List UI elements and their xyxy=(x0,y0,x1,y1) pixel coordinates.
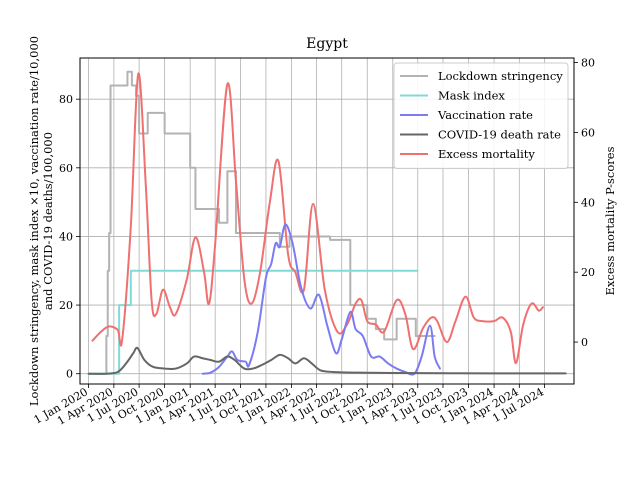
legend: Lockdown stringency Mask index Vaccination… xyxy=(393,62,569,169)
y-right-tick-label: 80 xyxy=(581,57,595,70)
y-axis-left: 0 20 40 60 80 xyxy=(59,93,80,381)
legend-label-lockdown-stringency: Lockdown stringency xyxy=(438,69,563,83)
chart-title: Egypt xyxy=(306,36,348,52)
y-axis-left-label-line2: and COVID-19 deaths/100,000 xyxy=(41,132,55,310)
legend-label-vaccination-rate: Vaccination rate xyxy=(437,108,533,122)
y-axis-right-label: Excess mortality P-scores xyxy=(603,146,617,295)
series-line-mask-index xyxy=(87,269,419,375)
series-line-excess-mortality xyxy=(91,72,544,365)
y-left-tick-label: 80 xyxy=(59,93,73,106)
legend-box xyxy=(393,62,569,169)
series-line-vaccination-rate xyxy=(201,223,441,376)
legend-label-covid-19-death-rate: COVID-19 death rate xyxy=(438,128,561,142)
plot-frame xyxy=(79,57,575,385)
y-left-tick-label: 0 xyxy=(66,368,73,381)
legend-label-excess-mortality: Excess mortality xyxy=(438,147,535,161)
series-line-covid-19-death-rate xyxy=(87,346,567,375)
y-right-tick-label: 0 xyxy=(581,336,588,349)
y-axis-right: 0 20 40 60 80 xyxy=(574,57,595,349)
y-right-tick-label: 20 xyxy=(581,266,595,279)
series-line-lockdown-stringency xyxy=(87,70,436,375)
y-left-tick-label: 40 xyxy=(59,230,73,243)
y-right-tick-label: 40 xyxy=(581,196,595,209)
y-left-tick-label: 60 xyxy=(59,162,73,175)
y-left-tick-label: 20 xyxy=(59,299,73,312)
y-axis-left-label-line1: Lockdown stringency, mask index ×10, vac… xyxy=(27,36,41,406)
plot-lines xyxy=(87,70,567,376)
y-right-tick-label: 60 xyxy=(581,126,595,139)
legend-label-mask-index: Mask index xyxy=(438,89,505,103)
